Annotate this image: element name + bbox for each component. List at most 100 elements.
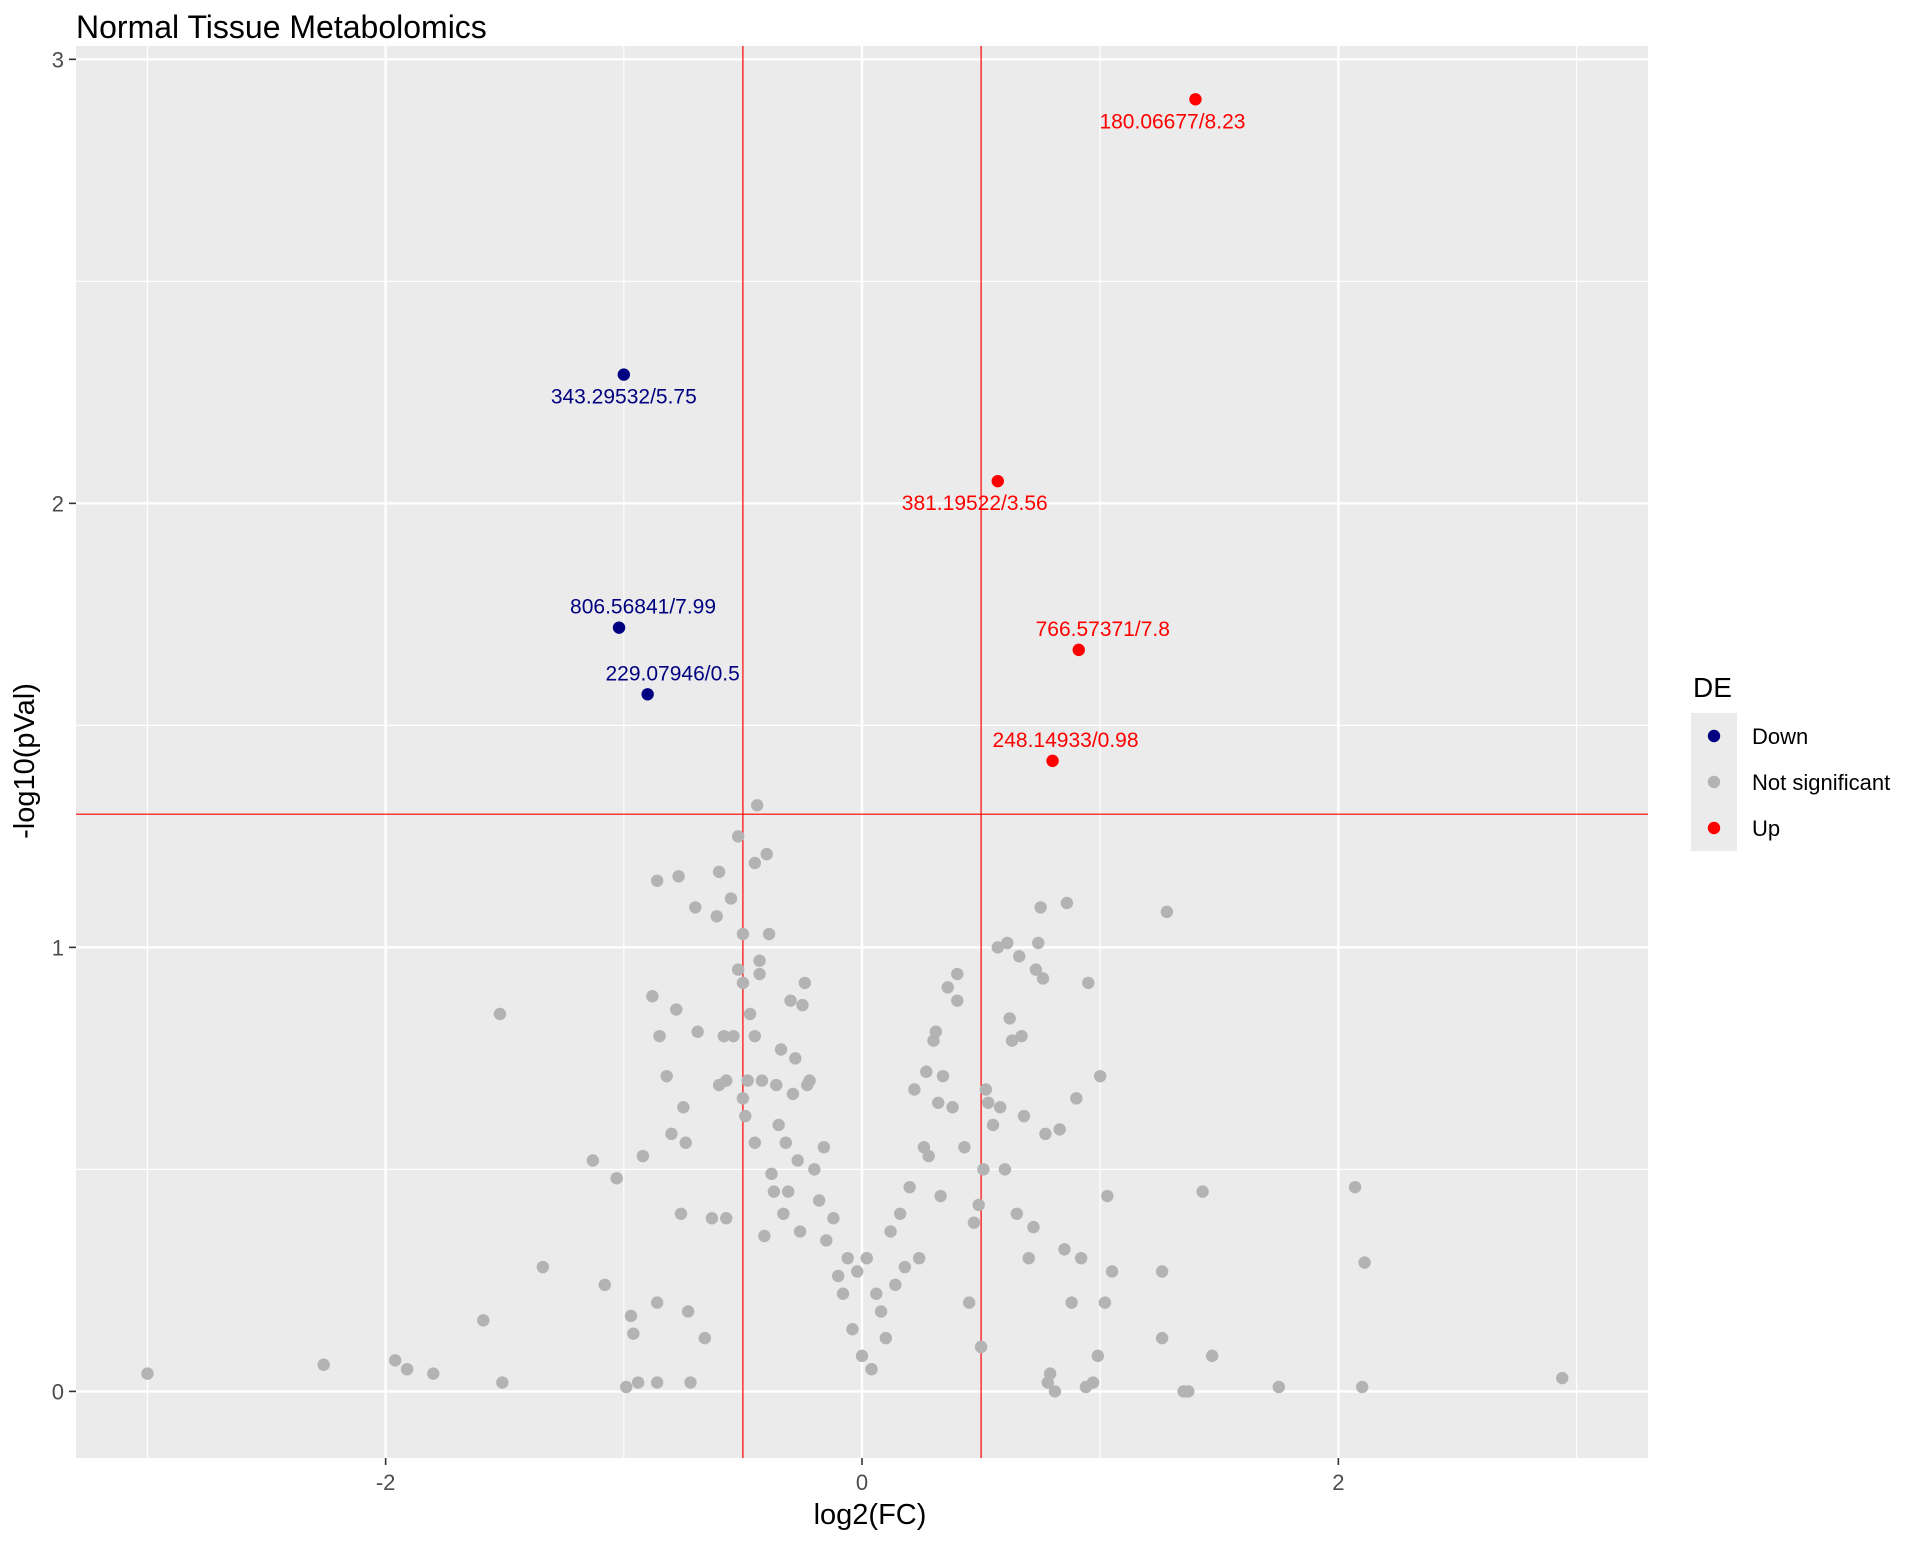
data-point-not-significant <box>748 1136 762 1149</box>
data-point-not-significant <box>620 1380 633 1394</box>
data-point-not-significant <box>808 1163 821 1176</box>
data-point-up <box>1189 93 1202 106</box>
data-point-down <box>641 688 654 701</box>
data-point-not-significant <box>698 1331 711 1345</box>
data-point-not-significant <box>748 1029 762 1043</box>
legend-key-not-significant <box>1707 775 1721 789</box>
data-point-not-significant <box>741 1074 754 1087</box>
data-point-not-significant <box>789 1052 802 1065</box>
data-point-not-significant <box>1098 1296 1112 1309</box>
data-point-not-significant <box>1155 1331 1169 1345</box>
data-point-not-significant <box>817 1140 831 1154</box>
legend-title: DE <box>1693 672 1732 703</box>
data-point-not-significant <box>908 1083 921 1096</box>
data-point-up <box>991 474 1004 488</box>
data-point-not-significant <box>705 1212 719 1225</box>
data-point-not-significant <box>991 941 1004 954</box>
data-point-not-significant <box>962 1296 976 1309</box>
data-point-not-significant <box>836 1287 850 1300</box>
point-label: 806.56841/7.99 <box>570 596 716 619</box>
legend-key-down <box>1707 729 1721 743</box>
data-point-not-significant <box>748 856 762 870</box>
data-point-not-significant <box>496 1376 509 1389</box>
data-point-not-significant <box>427 1367 440 1380</box>
data-point-not-significant <box>627 1327 640 1340</box>
data-point-not-significant <box>1355 1380 1369 1394</box>
point-label: 766.57371/7.8 <box>1036 618 1170 641</box>
data-point-not-significant <box>1182 1385 1195 1398</box>
data-point-not-significant <box>1017 1109 1031 1123</box>
data-point-not-significant <box>1029 963 1043 976</box>
data-point-not-significant <box>827 1212 840 1225</box>
data-point-not-significant <box>936 1069 950 1083</box>
data-point-not-significant <box>765 1167 778 1181</box>
data-point-not-significant <box>753 954 766 967</box>
data-point-not-significant <box>610 1172 623 1185</box>
data-point-not-significant <box>982 1096 995 1109</box>
data-point-not-significant <box>855 1349 869 1363</box>
data-point-not-significant <box>646 990 659 1003</box>
y-tick-label: 1 <box>52 935 64 960</box>
data-point-not-significant <box>870 1287 883 1300</box>
data-point-not-significant <box>1036 972 1050 985</box>
data-point-not-significant <box>796 998 809 1012</box>
data-point-not-significant <box>710 910 723 923</box>
data-point-not-significant <box>1101 1189 1114 1203</box>
data-point-not-significant <box>1022 1251 1035 1265</box>
data-point-not-significant <box>681 1305 695 1318</box>
data-point-not-significant <box>986 1118 1000 1132</box>
point-label: 180.06677/8.23 <box>1099 110 1245 133</box>
point-label: 248.14933/0.98 <box>993 729 1139 752</box>
data-point-not-significant <box>967 1216 981 1229</box>
data-point-not-significant <box>781 1185 795 1198</box>
data-point-not-significant <box>922 1149 935 1163</box>
data-point-not-significant <box>677 1101 690 1114</box>
data-point-not-significant <box>1027 1220 1040 1234</box>
data-point-not-significant <box>1005 1034 1019 1047</box>
data-point-not-significant <box>860 1251 873 1265</box>
data-point-not-significant <box>784 994 797 1007</box>
data-point-not-significant <box>141 1367 154 1380</box>
data-point-not-significant <box>1272 1380 1286 1394</box>
data-point-not-significant <box>586 1154 600 1167</box>
data-point-not-significant <box>493 1007 507 1021</box>
data-point-not-significant <box>865 1362 878 1376</box>
data-point-not-significant <box>1015 1029 1028 1043</box>
data-point-not-significant <box>477 1314 490 1327</box>
data-point-not-significant <box>1010 1207 1024 1220</box>
data-point-not-significant <box>674 1207 688 1220</box>
data-point-not-significant <box>1032 936 1045 950</box>
data-point-not-significant <box>536 1260 550 1274</box>
data-point-not-significant <box>1053 1123 1066 1136</box>
data-point-not-significant <box>1074 1251 1088 1265</box>
data-point-not-significant <box>772 1118 785 1132</box>
data-point-not-significant <box>874 1305 888 1318</box>
data-point-not-significant <box>974 1340 988 1354</box>
data-point-not-significant <box>934 1189 947 1203</box>
data-point-not-significant <box>979 1083 993 1096</box>
data-point-not-significant <box>1065 1296 1078 1309</box>
data-point-not-significant <box>889 1278 902 1292</box>
data-point-not-significant <box>631 1376 645 1389</box>
data-point-not-significant <box>724 892 738 905</box>
data-point-not-significant <box>770 1078 783 1092</box>
data-point-not-significant <box>758 1229 771 1243</box>
data-point-not-significant <box>388 1354 402 1367</box>
data-point-not-significant <box>712 865 726 879</box>
data-point-not-significant <box>624 1309 638 1323</box>
data-point-up <box>1072 643 1085 657</box>
data-point-not-significant <box>691 1025 704 1038</box>
data-point-not-significant <box>672 870 685 883</box>
data-point-not-significant <box>665 1127 678 1141</box>
data-point-not-significant <box>731 963 745 976</box>
data-point-not-significant <box>1086 1376 1100 1389</box>
data-point-not-significant <box>736 976 750 990</box>
data-point-not-significant <box>1105 1265 1119 1278</box>
legend-label: Down <box>1752 724 1808 749</box>
data-point-not-significant <box>720 1212 733 1225</box>
data-point-not-significant <box>767 1185 781 1198</box>
legend-label: Up <box>1752 816 1780 841</box>
data-point-not-significant <box>736 1092 750 1105</box>
